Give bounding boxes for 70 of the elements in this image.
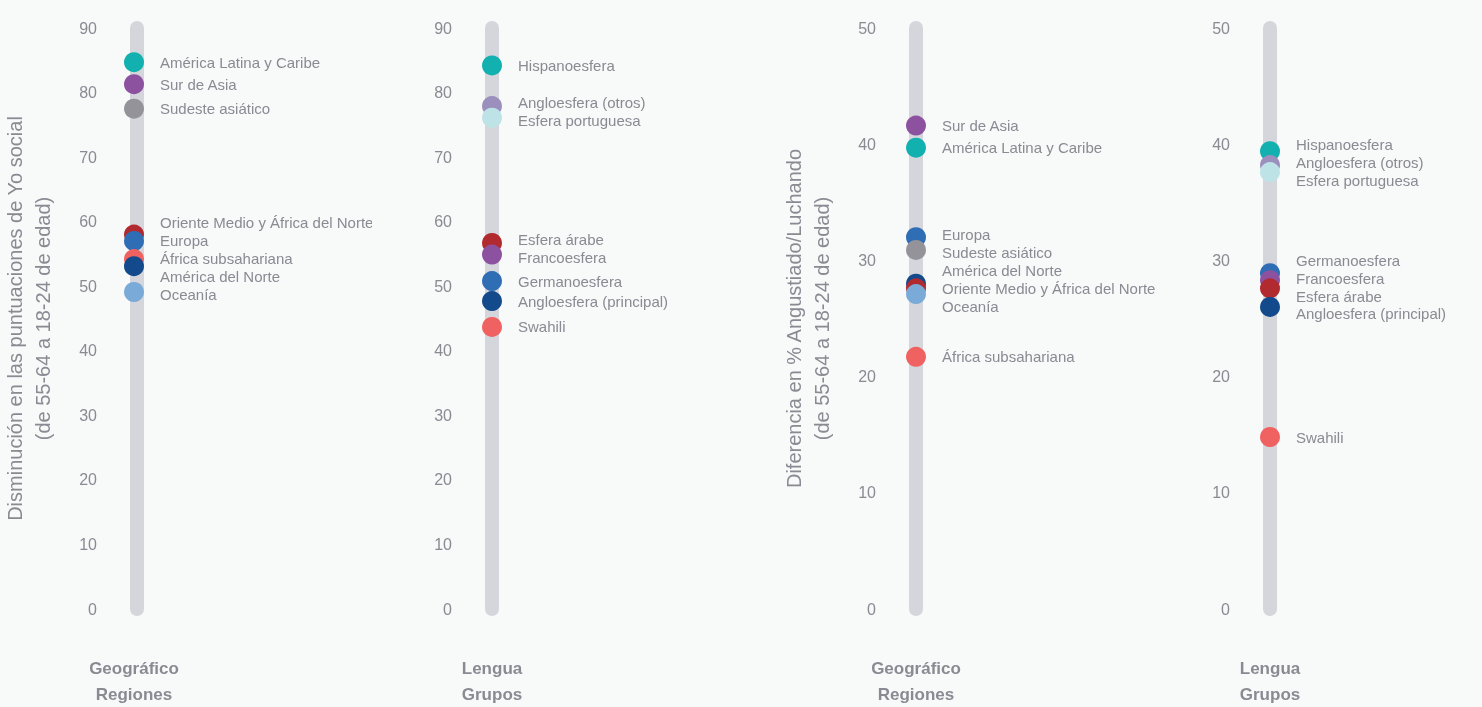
series-label: Oriente Medio y África del Norte bbox=[160, 214, 374, 232]
y-tick-label: 40 bbox=[858, 135, 877, 153]
series-label: Sur de Asia bbox=[942, 117, 1020, 135]
y-tick-label: 50 bbox=[858, 19, 877, 37]
x-tick-label: Lengua Grupos bbox=[1239, 658, 1301, 704]
series-label: Angloesfera (principal) bbox=[1296, 305, 1447, 323]
y-tick-label: 90 bbox=[79, 19, 98, 37]
y-tick-label: 20 bbox=[434, 471, 453, 489]
x-tick-label: Geográfico Regiones bbox=[89, 658, 179, 704]
x-tick-label: Lengua Grupos bbox=[461, 658, 523, 704]
y-tick-label: 80 bbox=[434, 84, 453, 102]
y-tick-label: 30 bbox=[858, 251, 877, 269]
series-label: Esfera portuguesa bbox=[518, 112, 642, 130]
series-label: Esfera árabe bbox=[518, 231, 604, 249]
x-tick-label: Geográfico Regiones bbox=[871, 658, 961, 704]
y-tick-label: 10 bbox=[434, 535, 453, 553]
y-tick-label: 0 bbox=[443, 600, 453, 618]
series-label: Oriente Medio y África del Norte bbox=[942, 280, 1156, 298]
y-tick-label: 70 bbox=[434, 148, 453, 166]
series-label: Esfera portuguesa bbox=[1296, 172, 1420, 190]
series-label: Europa bbox=[942, 226, 992, 244]
series-label: América Latina y Caribe bbox=[160, 53, 321, 71]
series-label: Angloesfera (principal) bbox=[518, 292, 669, 310]
y-tick-label: 80 bbox=[79, 84, 98, 102]
y-tick-label: 10 bbox=[858, 484, 877, 502]
series-label: Francoesfera bbox=[1296, 269, 1386, 287]
y-tick-label: 60 bbox=[79, 213, 98, 231]
series-label: Europa bbox=[160, 232, 210, 250]
series-label: Oceanía bbox=[942, 298, 1000, 316]
y-tick-label: 40 bbox=[79, 342, 98, 360]
series-label: Swahili bbox=[1296, 428, 1344, 446]
y-tick-label: 10 bbox=[79, 535, 98, 553]
y-tick-label: 0 bbox=[867, 600, 877, 618]
series-label: Swahili bbox=[518, 318, 566, 336]
y-tick-label: 90 bbox=[434, 19, 453, 37]
series-label: América Latina y Caribe bbox=[942, 139, 1103, 157]
series-label: Germanoesfera bbox=[518, 272, 623, 290]
series-label: América del Norte bbox=[160, 268, 281, 286]
series-label: Hispanoesfera bbox=[518, 56, 616, 74]
series-label: Sur de Asia bbox=[160, 75, 238, 93]
series-label: Germanoesfera bbox=[1296, 251, 1401, 269]
y-tick-label: 30 bbox=[434, 406, 453, 424]
y-tick-label: 50 bbox=[434, 277, 453, 295]
y-tick-label: 50 bbox=[79, 277, 98, 295]
y-tick-label: 20 bbox=[79, 471, 98, 489]
series-label: Esfera árabe bbox=[1296, 287, 1382, 305]
y-tick-label: 10 bbox=[1212, 484, 1231, 502]
y-tick-label: 0 bbox=[88, 600, 98, 618]
y-tick-label: 60 bbox=[434, 213, 453, 231]
y-tick-label: 40 bbox=[1212, 135, 1231, 153]
y-tick-label: 0 bbox=[1221, 600, 1231, 618]
y-axis-title: Diferencia en % Angustiado/Luchando (de 55-64 a 18-24 de edad) bbox=[783, 148, 833, 489]
series-label: Hispanoesfera bbox=[1296, 136, 1394, 154]
series-label: África subsahariana bbox=[160, 250, 294, 268]
series-label: África subsahariana bbox=[942, 348, 1076, 366]
series-label: Angloesfera (otros) bbox=[1296, 154, 1424, 172]
y-tick-label: 40 bbox=[434, 342, 453, 360]
series-label: Sudeste asiático bbox=[942, 243, 1053, 261]
y-tick-label: 30 bbox=[79, 406, 98, 424]
series-label: Francoesfera bbox=[518, 249, 608, 267]
y-tick-label: 20 bbox=[1212, 368, 1231, 386]
y-tick-label: 50 bbox=[1212, 19, 1231, 37]
series-label: América del Norte bbox=[942, 262, 1063, 280]
series-label: Angloesfera (otros) bbox=[518, 94, 646, 112]
series-label: Sudeste asiático bbox=[160, 100, 271, 118]
y-tick-label: 30 bbox=[1212, 251, 1231, 269]
y-axis-title: Disminución en las puntuaciones de Yo social (de 55-64 a 18-24 de edad) bbox=[4, 116, 54, 521]
y-tick-label: 20 bbox=[858, 368, 877, 386]
y-tick-label: 70 bbox=[79, 148, 98, 166]
series-label: Oceanía bbox=[160, 285, 218, 303]
